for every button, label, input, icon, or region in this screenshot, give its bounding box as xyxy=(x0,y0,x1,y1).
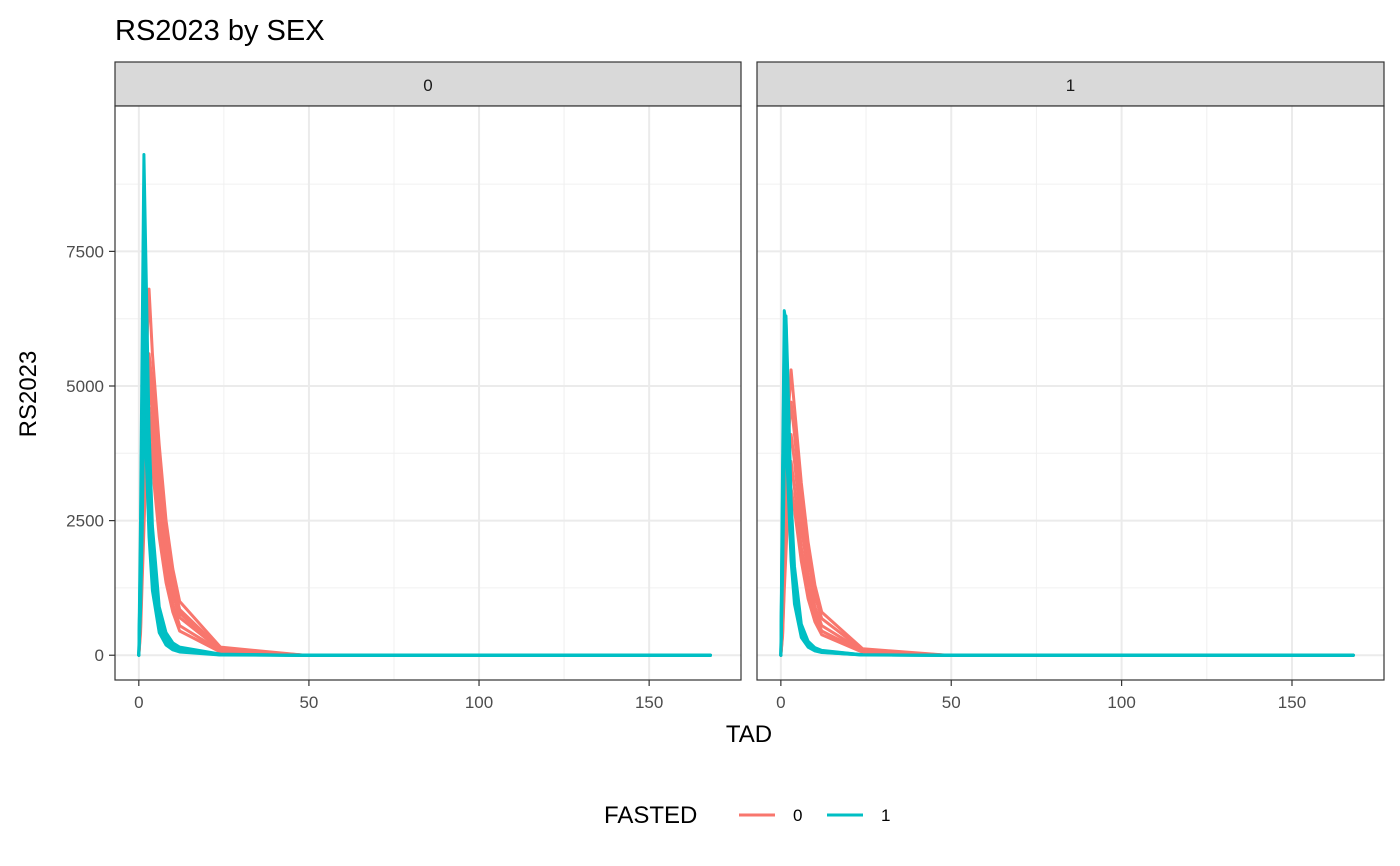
facet-strip xyxy=(756,61,1385,107)
x-tick-label: 100 xyxy=(465,693,493,712)
x-tick-label: 50 xyxy=(299,693,318,712)
x-tick-label: 0 xyxy=(776,693,785,712)
legend-title: FASTED xyxy=(604,802,697,829)
legend-label: 1 xyxy=(881,806,890,825)
x-tick-label: 0 xyxy=(134,693,143,712)
x-tick-label: 50 xyxy=(942,693,961,712)
facet-panels: 0 0 50 100 150 0 2500 5000 7500 1 0 50 100 150 xyxy=(66,61,1385,712)
x-tick-label: 100 xyxy=(1107,693,1135,712)
legend-entry-1: 1 xyxy=(827,806,890,825)
panel-border xyxy=(756,105,1385,681)
facet-strip xyxy=(114,61,742,107)
y-tick-label: 7500 xyxy=(66,242,104,261)
panel-background xyxy=(115,106,741,680)
series-line-fasted-1 xyxy=(779,432,1355,657)
facet-strip-label: 0 xyxy=(423,76,432,95)
x-tick-label: 150 xyxy=(635,693,663,712)
facet-panel-1: 1 0 50 100 150 xyxy=(756,61,1385,712)
legend: FASTED 0 1 xyxy=(604,802,890,829)
facet-panel-0: 0 0 50 100 150 0 2500 5000 7500 xyxy=(66,61,742,712)
y-tick-label: 2500 xyxy=(66,512,104,531)
legend-entry-0: 0 xyxy=(739,806,802,825)
y-axis-title: RS2023 xyxy=(15,351,42,438)
chart-title: RS2023 by SEX xyxy=(115,15,325,47)
legend-label: 0 xyxy=(793,806,802,825)
x-axis-title: TAD xyxy=(726,721,772,748)
panel-border xyxy=(114,105,742,681)
series-lines xyxy=(137,152,712,657)
x-tick-label: 150 xyxy=(1278,693,1306,712)
series-lines xyxy=(779,309,1355,657)
y-tick-label: 0 xyxy=(95,646,104,665)
series-line-fasted-1 xyxy=(137,411,712,657)
y-tick-label: 5000 xyxy=(66,377,104,396)
panel-background xyxy=(757,106,1384,680)
facet-strip-label: 1 xyxy=(1066,76,1075,95)
